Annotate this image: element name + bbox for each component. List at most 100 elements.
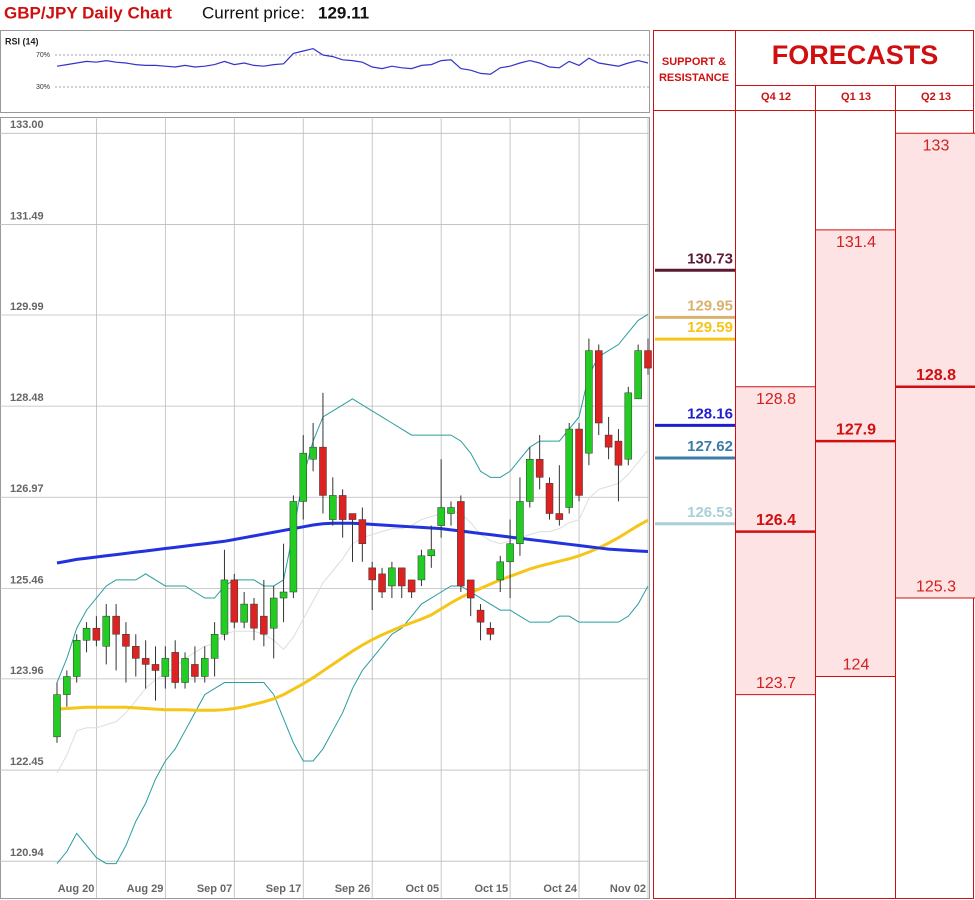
y-tick-label: 131.49 bbox=[10, 210, 44, 222]
candle-body bbox=[585, 350, 593, 454]
forecast-low: 125.3 bbox=[916, 578, 956, 595]
candle-body bbox=[437, 507, 445, 526]
y-tick-label: 30% bbox=[36, 84, 50, 91]
sr-label: 129.95 bbox=[687, 297, 733, 314]
candle-body bbox=[476, 609, 485, 623]
indicator-line bbox=[56, 518, 649, 712]
candle-body bbox=[486, 627, 495, 635]
x-tick-label: Nov 02 bbox=[610, 883, 646, 895]
candle-body bbox=[457, 501, 465, 587]
y-tick-label: 125.46 bbox=[10, 574, 44, 586]
candle-body bbox=[210, 633, 219, 659]
candle-body bbox=[407, 579, 416, 593]
indicator-line bbox=[56, 313, 649, 683]
candle-body bbox=[329, 495, 337, 520]
candle-body bbox=[634, 350, 642, 400]
candle-body bbox=[447, 507, 455, 514]
sr-label: 126.53 bbox=[687, 504, 733, 521]
forecast-range bbox=[816, 229, 895, 677]
candle-body bbox=[466, 579, 475, 599]
candle-body bbox=[575, 428, 583, 496]
candle-body bbox=[595, 350, 603, 424]
x-tick-label: Oct 05 bbox=[406, 883, 440, 895]
candle-body bbox=[82, 627, 91, 641]
x-tick-label: Aug 20 bbox=[58, 883, 95, 895]
candle-body bbox=[102, 615, 110, 647]
forecast-mid: 126.4 bbox=[756, 512, 796, 529]
candle-body bbox=[201, 658, 209, 677]
candle-body bbox=[398, 567, 406, 587]
candle-body bbox=[141, 658, 150, 665]
price-label: Current price: bbox=[202, 3, 305, 22]
rsi-title: RSI (14) bbox=[5, 36, 39, 46]
forecast-title: FORECASTS bbox=[772, 40, 939, 70]
quarter-label: Q1 13 bbox=[841, 91, 871, 103]
candle-body bbox=[496, 561, 504, 581]
candle-body bbox=[122, 633, 130, 647]
chart-title: GBP/JPY Daily Chart bbox=[4, 3, 172, 22]
candle-body bbox=[132, 646, 140, 659]
candle-body bbox=[348, 513, 357, 520]
candle-body bbox=[260, 615, 268, 635]
indicator-line bbox=[56, 585, 649, 865]
candle-body bbox=[289, 501, 298, 593]
forecast-high: 133 bbox=[923, 138, 950, 155]
candle-body bbox=[72, 640, 81, 677]
candle-body bbox=[388, 567, 396, 587]
candle-body bbox=[151, 664, 160, 671]
candle-body bbox=[191, 664, 199, 677]
y-tick-label: 133.00 bbox=[10, 119, 44, 131]
sr-label: 128.16 bbox=[687, 405, 733, 422]
forecast-low: 123.7 bbox=[756, 675, 796, 692]
y-tick-label: 123.96 bbox=[10, 665, 44, 677]
x-tick-label: Sep 26 bbox=[335, 883, 370, 895]
candle-body bbox=[161, 658, 170, 677]
candle-body bbox=[614, 440, 623, 466]
candle-body bbox=[171, 652, 179, 683]
forecast-low: 124 bbox=[843, 657, 870, 674]
candle-body bbox=[319, 446, 327, 496]
y-tick-label: 122.45 bbox=[10, 756, 44, 768]
candle-body bbox=[624, 392, 633, 460]
forecast-mid: 127.9 bbox=[836, 421, 876, 438]
candle-body bbox=[269, 597, 278, 629]
candle-body bbox=[506, 543, 514, 563]
candle-body bbox=[112, 615, 120, 635]
x-tick-label: Sep 17 bbox=[266, 883, 301, 895]
candle-body bbox=[53, 694, 61, 738]
price-value: 129.11 bbox=[318, 3, 369, 22]
sr-label: 127.62 bbox=[687, 438, 733, 455]
x-tick-label: Aug 29 bbox=[127, 883, 164, 895]
x-tick-label: Sep 07 bbox=[197, 883, 232, 895]
sr-label: 130.73 bbox=[687, 250, 733, 267]
x-tick-label: Oct 24 bbox=[543, 883, 578, 895]
candle-body bbox=[279, 591, 288, 599]
main-frame bbox=[0, 117, 650, 899]
quarter-label: Q4 12 bbox=[761, 91, 791, 103]
forecast-high: 131.4 bbox=[836, 234, 876, 251]
candle-body bbox=[368, 567, 376, 581]
candle-body bbox=[240, 603, 248, 623]
candle-body bbox=[526, 458, 534, 502]
candle-body bbox=[644, 350, 652, 369]
candle-body bbox=[92, 627, 101, 641]
candle-body bbox=[299, 452, 307, 502]
candle-body bbox=[220, 579, 229, 635]
candle-body bbox=[545, 483, 554, 514]
candle-body bbox=[309, 446, 317, 460]
y-tick-label: 120.94 bbox=[10, 847, 45, 859]
candle-body bbox=[565, 428, 573, 508]
y-tick-label: 70% bbox=[36, 52, 50, 59]
rsi-frame bbox=[0, 30, 650, 113]
candle-body bbox=[516, 501, 524, 544]
candle-body bbox=[427, 549, 436, 557]
candle-body bbox=[358, 519, 367, 544]
sr-label: 129.59 bbox=[687, 319, 733, 336]
forecast-mid: 128.8 bbox=[916, 367, 956, 384]
candle-body bbox=[555, 513, 564, 520]
forecast-range bbox=[896, 133, 975, 599]
candle-body bbox=[181, 658, 189, 683]
candle-body bbox=[230, 579, 239, 623]
